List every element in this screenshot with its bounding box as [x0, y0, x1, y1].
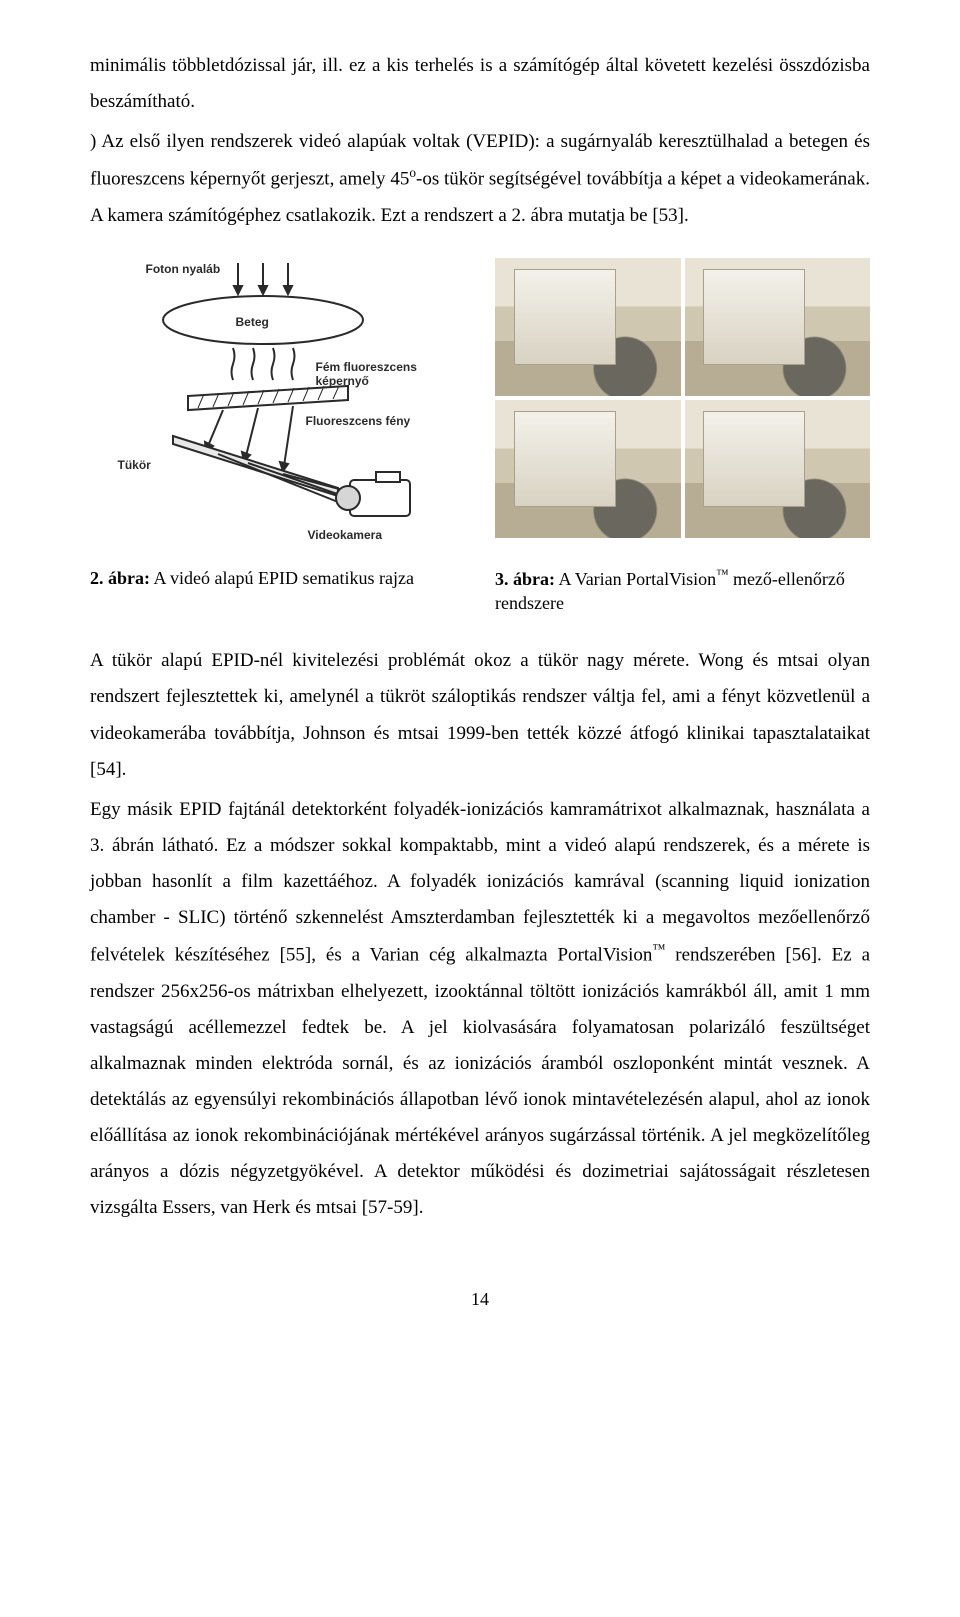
caption-2-rest: A videó alapú EPID sematikus rajza	[150, 568, 414, 588]
caption-3-a: A Varian PortalVision	[555, 569, 716, 589]
photo-grid	[495, 258, 870, 538]
caption-2-bold: 2. ábra:	[90, 568, 150, 588]
label-videokamera: Videokamera	[308, 524, 383, 547]
paragraph-2: ) Az első ilyen rendszerek videó alapúak…	[90, 124, 870, 234]
page: minimális többletdózissal jár, ill. ez a…	[0, 0, 960, 1376]
caption-3-tm: ™	[716, 567, 728, 581]
label-tukor: Tükör	[118, 454, 151, 477]
photo-1	[495, 258, 681, 396]
schematic-svg	[118, 258, 438, 548]
figure-2: Foton nyaláb Beteg Fém fluoreszcens képe…	[90, 258, 465, 548]
captions-row: 2. ábra: A videó alapú EPID sematikus ra…	[90, 566, 870, 616]
caption-3-bold: 3. ábra:	[495, 569, 555, 589]
paragraph-1: minimális többletdózissal jár, ill. ez a…	[90, 48, 870, 120]
paragraph-4: Egy másik EPID fajtánál detektorként fol…	[90, 792, 870, 1226]
page-number: 14	[90, 1282, 870, 1316]
figure-3	[495, 258, 870, 538]
label-beteg: Beteg	[236, 311, 269, 334]
paragraph-3: A tükör alapú EPID-nél kivitelezési prob…	[90, 643, 870, 787]
schematic-diagram: Foton nyaláb Beteg Fém fluoreszcens képe…	[118, 258, 438, 548]
degree-sup: o	[409, 165, 416, 180]
photo-2	[685, 258, 871, 396]
caption-3: 3. ábra: A Varian PortalVision™ mező-ell…	[495, 566, 870, 616]
paragraph-4-b: rendszerében [56]. Ez a rendszer 256x256…	[90, 944, 870, 1218]
label-fluoreszcens-feny: Fluoreszcens fény	[306, 410, 411, 433]
label-kepernyo: képernyő	[316, 370, 369, 393]
figures-row: Foton nyaláb Beteg Fém fluoreszcens képe…	[90, 258, 870, 548]
paragraph-4-tm: ™	[652, 941, 665, 956]
label-foton-nyalab: Foton nyaláb	[146, 258, 221, 281]
photo-3	[495, 400, 681, 538]
paragraph-4-a: Egy másik EPID fajtánál detektorként fol…	[90, 799, 870, 966]
photo-4	[685, 400, 871, 538]
caption-2: 2. ábra: A videó alapú EPID sematikus ra…	[90, 566, 465, 616]
